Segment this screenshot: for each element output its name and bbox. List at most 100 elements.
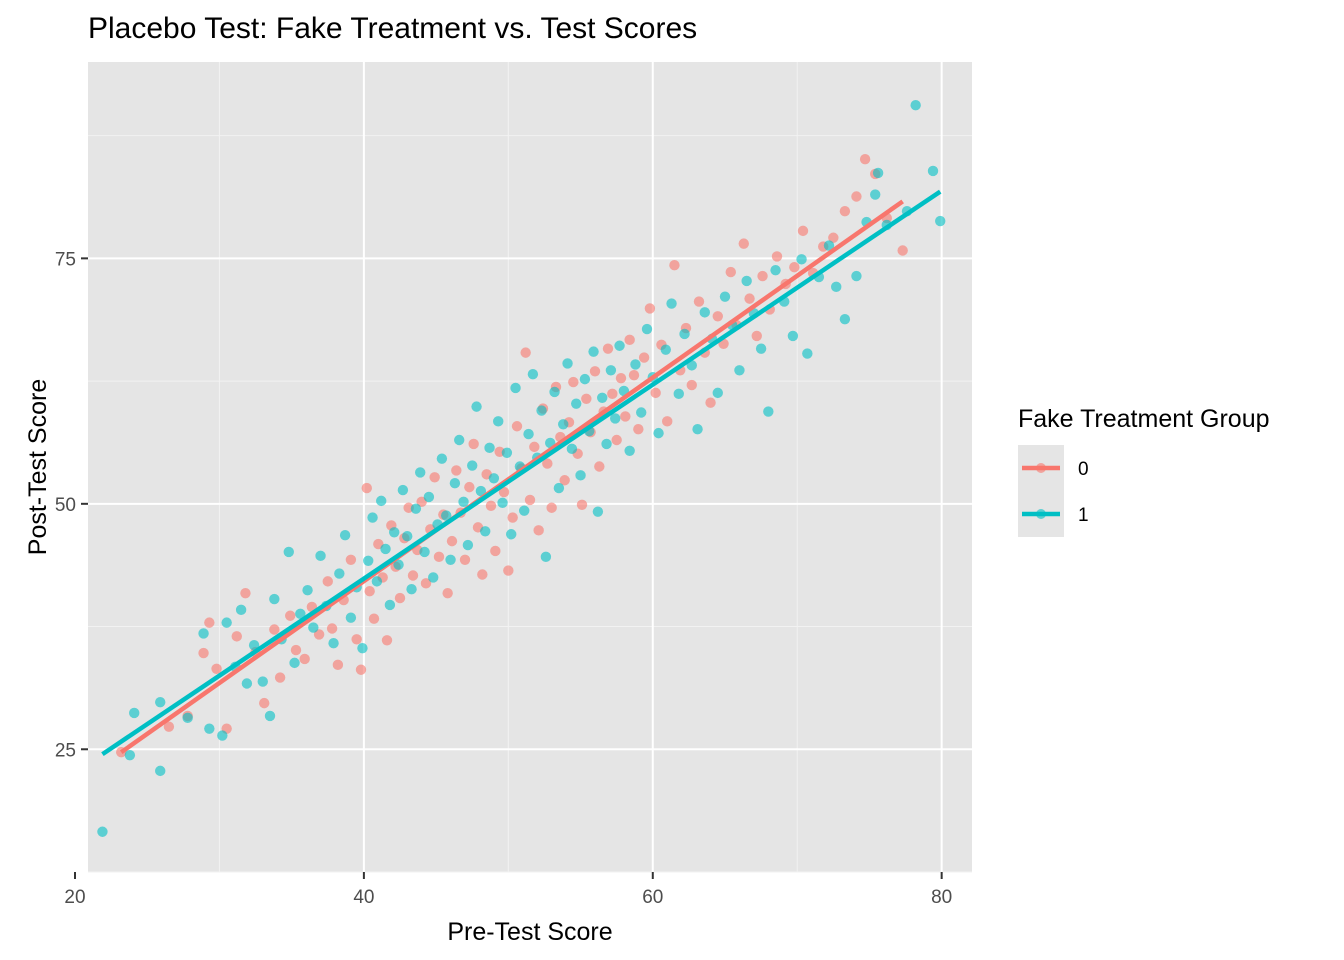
data-point-group-0 xyxy=(355,664,367,675)
data-point-group-0 xyxy=(615,372,627,384)
data-point-group-0 xyxy=(442,587,453,599)
data-point-group-1 xyxy=(182,712,193,724)
data-point-group-1 xyxy=(124,749,136,761)
data-point-group-0 xyxy=(589,366,601,377)
data-point-group-0 xyxy=(638,352,650,363)
data-point-group-0 xyxy=(828,232,839,243)
data-point-group-1 xyxy=(445,554,456,565)
data-point-group-1 xyxy=(519,505,530,516)
data-point-group-1 xyxy=(357,642,368,654)
data-point-group-0 xyxy=(738,238,749,249)
legend-key-point-0 xyxy=(1036,463,1046,473)
data-point-group-0 xyxy=(839,206,851,217)
data-point-group-0 xyxy=(797,225,809,237)
data-point-group-1 xyxy=(436,453,448,464)
data-point-group-0 xyxy=(490,545,501,557)
data-point-group-1 xyxy=(449,478,461,489)
data-point-group-0 xyxy=(163,721,175,732)
data-point-group-1 xyxy=(283,546,294,558)
data-point-group-1 xyxy=(699,307,710,318)
data-point-group-0 xyxy=(204,617,215,628)
data-point-group-1 xyxy=(770,264,781,276)
legend: Fake Treatment Group 0 1 xyxy=(1018,405,1270,537)
data-point-group-0 xyxy=(468,438,479,450)
legend-key-point-1 xyxy=(1036,509,1046,519)
data-point-group-0 xyxy=(459,554,471,565)
data-point-group-1 xyxy=(493,416,504,427)
data-point-group-0 xyxy=(751,330,762,342)
data-point-group-0 xyxy=(581,393,592,404)
data-point-group-1 xyxy=(419,546,430,558)
data-point-group-0 xyxy=(446,535,458,547)
data-point-group-1 xyxy=(328,638,339,649)
data-point-group-1 xyxy=(415,467,426,478)
data-point-group-1 xyxy=(653,427,664,439)
data-point-group-1 xyxy=(630,359,641,370)
data-point-group-1 xyxy=(787,330,799,342)
data-point-group-1 xyxy=(397,484,409,496)
data-point-group-0 xyxy=(485,500,497,511)
data-point-group-0 xyxy=(686,379,697,391)
data-point-group-1 xyxy=(235,604,247,616)
data-point-group-0 xyxy=(477,569,488,580)
legend-title: Fake Treatment Group xyxy=(1018,405,1270,433)
data-point-group-0 xyxy=(533,525,544,536)
data-point-group-1 xyxy=(712,387,723,399)
data-point-group-0 xyxy=(433,551,445,563)
data-point-group-0 xyxy=(725,266,736,278)
data-point-group-0 xyxy=(705,397,716,408)
x-tick-label: 40 xyxy=(353,887,374,908)
data-point-group-0 xyxy=(757,270,768,282)
data-point-group-1 xyxy=(831,281,842,293)
y-tick-label: 75 xyxy=(55,249,76,270)
data-point-group-1 xyxy=(605,365,617,376)
data-point-group-1 xyxy=(501,447,513,458)
data-point-group-1 xyxy=(289,657,300,669)
data-point-group-1 xyxy=(264,710,276,722)
data-point-group-0 xyxy=(542,458,553,469)
data-point-group-0 xyxy=(332,659,344,671)
y-tick-label: 25 xyxy=(55,740,76,761)
data-point-group-0 xyxy=(498,486,510,498)
data-point-group-0 xyxy=(351,634,362,645)
data-point-group-1 xyxy=(345,612,357,623)
data-point-group-1 xyxy=(673,388,684,400)
data-point-group-1 xyxy=(506,529,517,540)
data-point-group-1 xyxy=(558,419,569,430)
data-point-group-1 xyxy=(367,512,378,523)
data-point-group-1 xyxy=(248,640,260,651)
data-point-group-1 xyxy=(380,543,391,555)
data-point-group-1 xyxy=(823,240,835,251)
data-point-group-1 xyxy=(497,497,508,509)
data-point-group-1 xyxy=(484,442,495,454)
data-point-group-1 xyxy=(910,100,921,111)
data-point-group-1 xyxy=(566,443,578,455)
legend-label-1: 1 xyxy=(1078,505,1089,526)
data-point-group-0 xyxy=(313,629,325,640)
data-point-group-1 xyxy=(428,572,439,583)
data-point-group-1 xyxy=(851,270,862,282)
data-point-group-0 xyxy=(611,434,622,446)
data-point-group-1 xyxy=(471,401,482,412)
data-point-group-0 xyxy=(394,592,406,604)
data-point-group-1 xyxy=(480,526,491,537)
data-point-group-1 xyxy=(410,503,422,514)
y-axis: 25 50 75 xyxy=(55,249,88,761)
data-point-group-1 xyxy=(636,407,647,418)
data-point-group-1 xyxy=(610,413,621,424)
data-point-group-1 xyxy=(97,826,108,837)
data-point-group-0 xyxy=(381,635,393,646)
data-point-group-1 xyxy=(129,707,140,719)
data-point-group-1 xyxy=(872,167,884,179)
data-point-group-1 xyxy=(755,343,767,354)
data-point-group-0 xyxy=(259,697,270,709)
trend-line-group-1 xyxy=(101,189,942,757)
data-point-group-1 xyxy=(371,576,383,587)
data-point-group-1 xyxy=(510,382,521,394)
data-point-group-1 xyxy=(935,215,946,227)
data-point-group-1 xyxy=(217,730,228,741)
data-point-group-0 xyxy=(503,565,514,576)
trend-lines xyxy=(101,189,942,757)
data-point-group-1 xyxy=(719,291,731,302)
